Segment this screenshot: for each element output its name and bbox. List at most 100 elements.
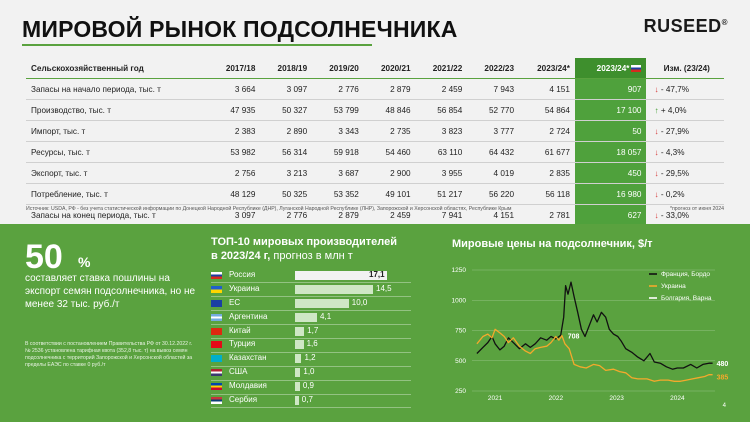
country-name: Турция <box>229 339 256 349</box>
row-divider <box>211 296 411 297</box>
producer-row: Россия 17,1 <box>211 269 411 283</box>
country-name: Молдавия <box>229 381 267 391</box>
country-name: Китай <box>229 325 251 335</box>
row-label: Запасы на начало периода, тыс. т <box>31 84 161 94</box>
arrow-down-icon: ↓ <box>654 147 661 157</box>
bar-value-label: 1,0 <box>303 367 315 377</box>
table-cell: 56 118 <box>545 189 570 199</box>
table-cell: 54 460 <box>385 147 411 157</box>
table-cell: 52 770 <box>488 105 515 115</box>
table-cell: 2 776 <box>338 84 359 94</box>
table-note: *прогноз от июня 2024 <box>669 206 724 212</box>
table-cell: 16 980 <box>574 183 647 205</box>
producer-row: Сербия 0,7 <box>211 394 411 408</box>
table-cell: 63 110 <box>437 147 463 157</box>
row-divider <box>211 407 411 408</box>
title-underline <box>22 44 372 46</box>
prices-title: Мировые цены на подсолнечник, $/т <box>452 238 653 250</box>
row-label: Потребление, тыс. т <box>31 189 108 199</box>
bar-value-label: 17,1 <box>369 270 385 279</box>
arrow-up-icon: ↑ <box>654 105 661 115</box>
change-cell: ↓ - 29,5% <box>654 168 690 178</box>
table-header-row: Сельскохозяйственный год 2017/18 2018/19 20… <box>26 58 724 79</box>
arrow-down-icon: ↓ <box>654 210 661 220</box>
table-cell: 2 890 <box>286 126 308 136</box>
table-cell: 64 432 <box>488 147 515 157</box>
country-flag-icon <box>211 355 222 363</box>
table-source: Источник: USDA, РФ - без учета статистич… <box>26 206 512 212</box>
change-cell: ↓ - 0,2% <box>654 189 685 199</box>
top10-title: ТОП-10 мировых производителей <box>211 236 398 248</box>
country-name: ЕС <box>229 297 241 307</box>
table-body: Запасы на начало периода, тыс. т 3 664 3 0… <box>26 78 724 226</box>
table-cell: 2 900 <box>390 168 411 178</box>
header-label: Сельскохозяйственный год <box>31 63 144 73</box>
country-flag-icon <box>211 341 222 349</box>
table-cell: 54 864 <box>544 105 570 115</box>
top10-subtitle-bold: в 2023/24 г, <box>211 250 271 262</box>
arrow-down-icon: ↓ <box>654 168 661 178</box>
row-label: Ресурсы, тыс. т <box>31 147 90 157</box>
table-cell: 2 879 <box>338 210 359 220</box>
table-row: Потребление, тыс. т 48 129 50 325 53 352 49 … <box>26 183 724 205</box>
row-label: Импорт, тыс. т <box>31 126 86 136</box>
producer-bar <box>295 396 299 406</box>
table-cell: 49 101 <box>385 189 411 199</box>
change-cell: ↓ - 47,7% <box>654 84 690 94</box>
bar-value-label: 1,6 <box>306 339 318 349</box>
table-row: Производство, тыс. т 47 935 50 327 53 799 48… <box>26 99 724 121</box>
y-tick-label: 500 <box>455 358 466 365</box>
country-name: Казахстан <box>229 353 267 363</box>
y-tick-label: 750 <box>455 328 466 335</box>
bar-value-label: 10,0 <box>351 297 368 307</box>
country-flag-icon <box>211 369 222 377</box>
bar-value-label: 14,5 <box>376 283 392 293</box>
producer-row: Молдавия 0,9 <box>211 380 411 395</box>
page-title: МИРОВОЙ РЫНОК ПОДСОЛНЕЧНИКА <box>22 16 458 42</box>
table-cell: 3 777 <box>493 126 515 136</box>
duty-text: составляет ставка пошлины на экспорт сем… <box>25 273 196 310</box>
header-col: 2017/18 <box>225 63 256 73</box>
arrow-down-icon: ↓ <box>654 84 661 94</box>
duty-small-text: В соответствии с постановлением Правител… <box>25 341 193 368</box>
table-cell: 3 955 <box>441 168 463 178</box>
table-cell: 7 943 <box>493 84 515 94</box>
table-cell: 53 799 <box>333 105 359 115</box>
table-cell: 17 100 <box>574 99 647 121</box>
table-cell: 2 781 <box>549 210 570 220</box>
row-divider <box>211 379 411 381</box>
top10-subtitle-rest: прогноз в млн т <box>273 250 353 262</box>
table-cell: 61 677 <box>544 147 570 157</box>
country-flag-icon <box>211 327 222 335</box>
producer-row: ЕС 10,0 <box>211 297 411 311</box>
producer-bar <box>295 326 305 336</box>
table-cell: 3 097 <box>286 84 308 94</box>
table-cell: 4 151 <box>493 210 515 220</box>
row-divider <box>211 393 411 395</box>
arrow-down-icon: ↓ <box>654 126 661 136</box>
table-cell: 4 151 <box>549 84 570 94</box>
table-cell: 56 314 <box>282 147 308 157</box>
table-row: Импорт, тыс. т 2 383 2 890 3 343 2 735 3 823 3… <box>26 120 724 142</box>
header-col: 2019/20 <box>329 63 359 73</box>
duty-unit: % <box>78 254 91 270</box>
country-flag-icon <box>211 313 222 321</box>
producer-bar <box>295 271 387 280</box>
producer-bar <box>295 284 373 294</box>
row-divider <box>211 365 411 367</box>
producer-bar <box>295 340 304 350</box>
table-cell: 2 383 <box>234 126 256 136</box>
country-flag-icon <box>211 285 222 293</box>
table-cell: 627 <box>574 204 647 226</box>
table-cell: 50 325 <box>282 189 308 199</box>
country-name: Аргентина <box>229 311 268 321</box>
table-cell: 56 854 <box>437 105 463 115</box>
table-row: Запасы на начало периода, тыс. т 3 664 3 0… <box>26 78 724 100</box>
table-cell: 53 982 <box>230 147 256 157</box>
table-cell: 48 846 <box>385 105 411 115</box>
bar-value-label: 4,1 <box>320 311 332 321</box>
annotation-label: 708 <box>568 334 580 341</box>
country-name: Украина <box>229 283 260 293</box>
series-line <box>476 281 713 370</box>
header-col: 2018/19 <box>277 63 308 73</box>
